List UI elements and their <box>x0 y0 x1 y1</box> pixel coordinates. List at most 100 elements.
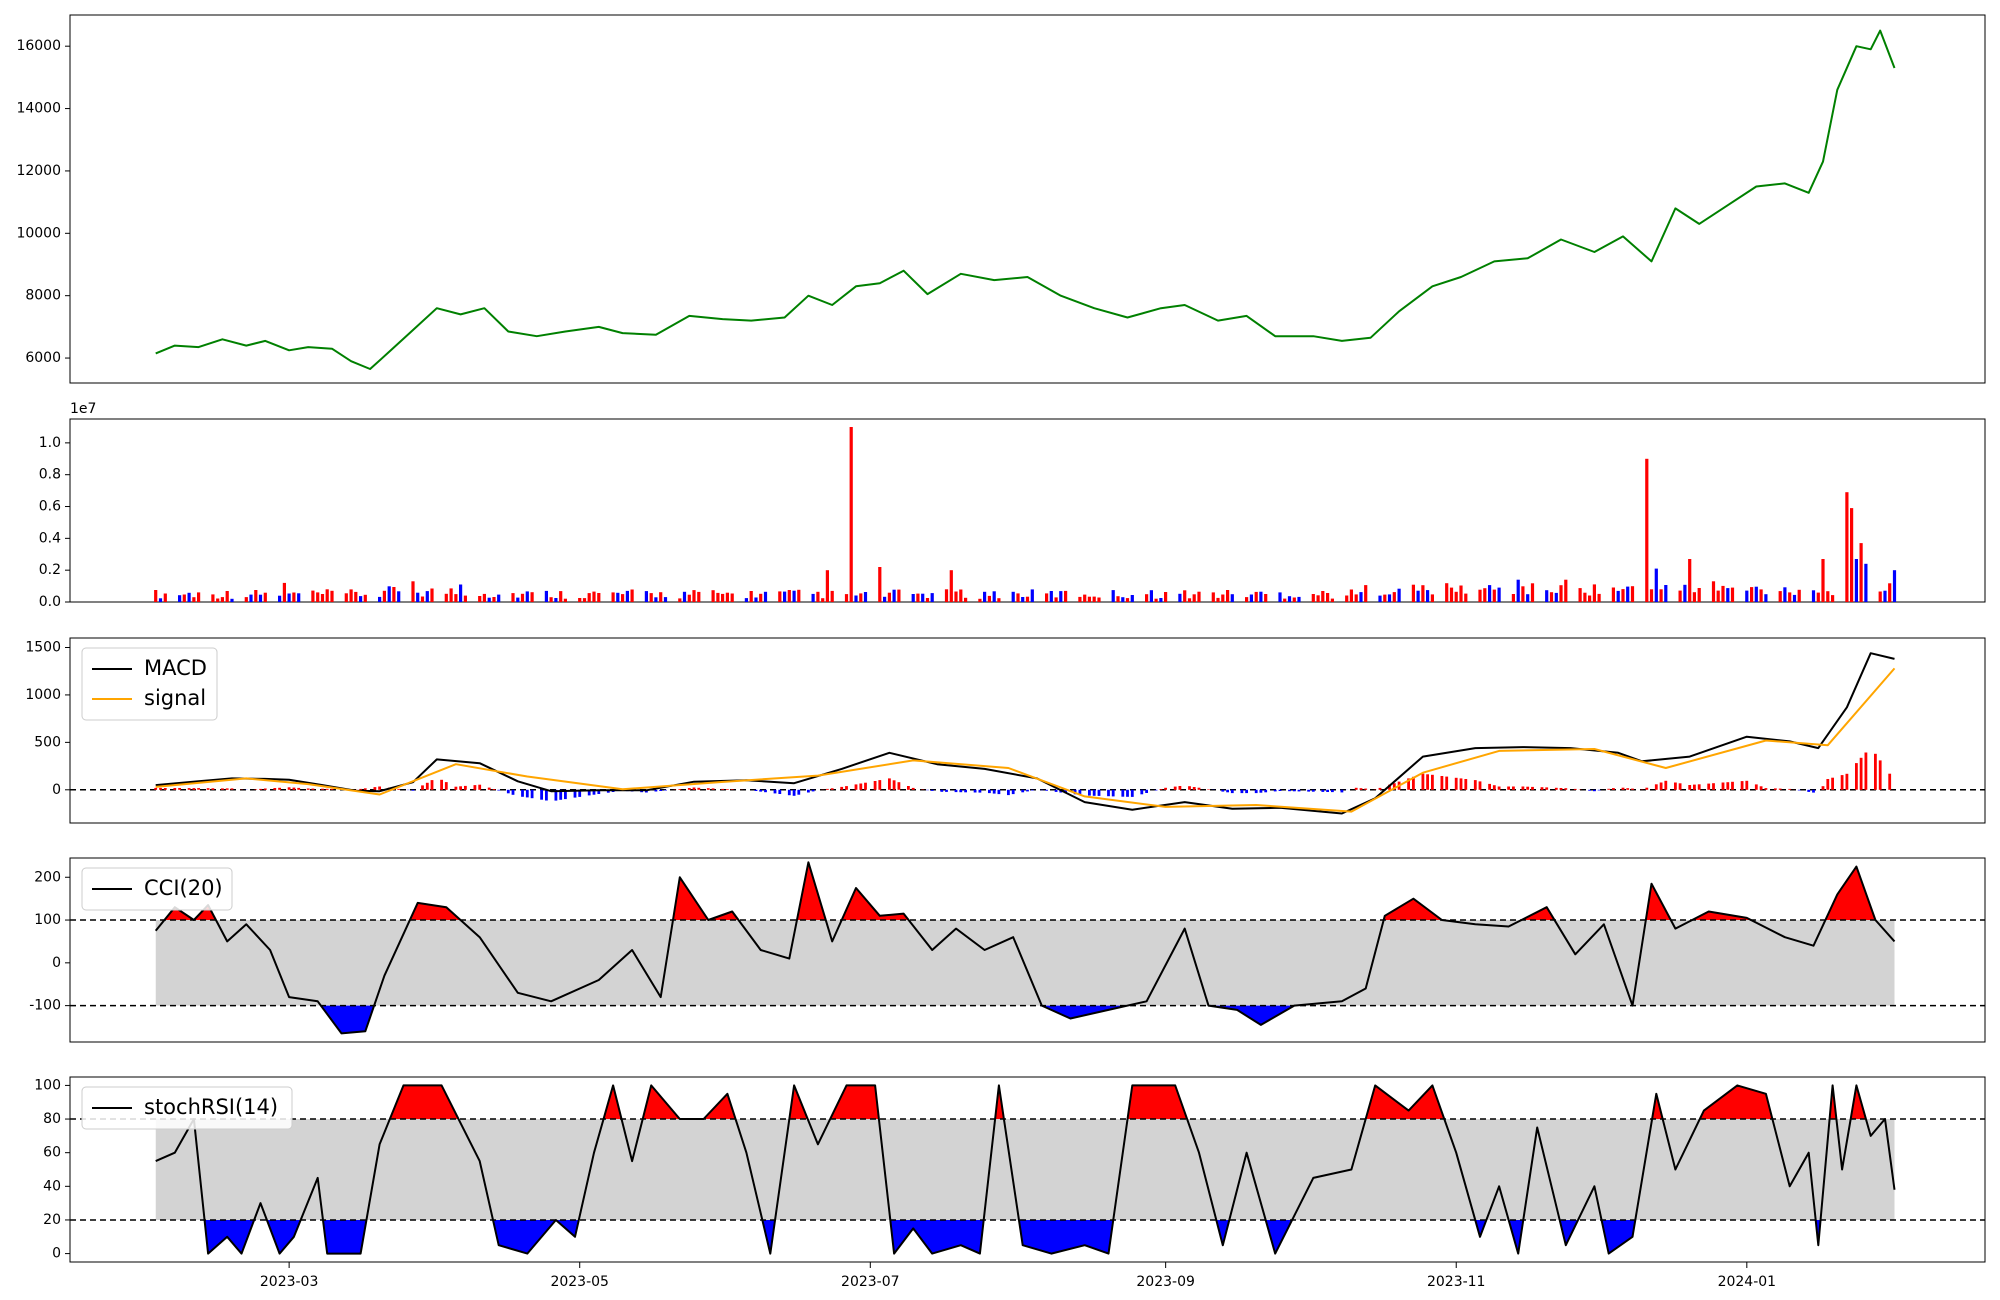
macd-histogram-bar <box>1588 789 1591 791</box>
macd-histogram-bar <box>1107 789 1110 797</box>
volume-bar <box>1521 586 1525 602</box>
y-tick-label: 1000 <box>25 687 61 703</box>
volume-bar <box>397 591 401 602</box>
volume-bar <box>282 582 286 602</box>
volume-bar <box>1221 594 1225 602</box>
y-tick-label: 0 <box>52 782 61 798</box>
overbought-fill <box>1850 1085 1866 1119</box>
volume-bar <box>444 593 448 602</box>
volume-bar <box>216 598 220 602</box>
macd-histogram-bar <box>425 782 429 790</box>
macd-histogram-bar <box>154 787 158 790</box>
macd-histogram-bar <box>1273 789 1277 792</box>
y-tick-label: 100 <box>34 912 61 928</box>
macd-histogram-bar <box>1007 789 1010 796</box>
volume-bar <box>916 593 920 602</box>
macd-histogram-bar <box>1540 787 1544 790</box>
volume-bar <box>911 594 915 602</box>
macd-histogram-bar <box>807 789 810 793</box>
volume-bar <box>1197 591 1201 602</box>
macd-histogram-bar <box>497 789 501 791</box>
volume-bar <box>1659 589 1663 602</box>
macd-histogram-bar <box>854 784 858 790</box>
volume-bar <box>1888 583 1892 602</box>
legend-box <box>81 867 233 911</box>
volume-bar <box>463 595 467 602</box>
plot-frame <box>69 14 1986 384</box>
macd-histogram-bar <box>1745 780 1749 790</box>
x-tick-label: 2023-03 <box>260 1274 319 1290</box>
macd-histogram-bar <box>1292 789 1296 792</box>
macd-histogram-bar <box>564 789 567 800</box>
price-line <box>155 29 1896 370</box>
volume-bar <box>1788 592 1792 602</box>
volume-bar <box>1249 594 1253 602</box>
volume-bar <box>1492 589 1496 602</box>
volume-bar <box>1178 593 1182 602</box>
macd-histogram-bar <box>1454 777 1458 790</box>
macd-histogram-bar <box>1354 787 1358 790</box>
macd-histogram-bar <box>945 789 948 792</box>
overbought-fill <box>1383 898 1442 920</box>
overbought-fill <box>1692 911 1752 920</box>
macd-histogram-bar <box>773 789 777 794</box>
volume-bar <box>1626 586 1630 602</box>
macd-histogram-bar <box>1011 789 1015 795</box>
macd-histogram-bar <box>440 779 443 790</box>
volume-bar <box>797 589 801 602</box>
y-tick-label: 6000 <box>25 350 61 366</box>
macd-histogram-bar <box>930 789 934 791</box>
macd-histogram-bar <box>1559 788 1563 790</box>
oversold-fill <box>1265 1220 1293 1254</box>
volume-bar <box>1349 589 1353 602</box>
volume-bar <box>692 590 696 602</box>
volume-bar <box>158 598 163 602</box>
macd-histogram-bar <box>1121 789 1125 797</box>
macd-histogram-bar <box>1492 785 1496 790</box>
macd-histogram-bar <box>1297 789 1301 792</box>
volume-bar <box>1216 597 1220 602</box>
volume-bar <box>359 596 363 602</box>
volume-bar <box>1649 589 1654 602</box>
macd-histogram-bar <box>1855 763 1858 790</box>
plot-frame <box>69 857 1986 1043</box>
macd-histogram-bar <box>754 789 758 791</box>
macd-histogram-bar <box>1230 789 1234 794</box>
volume-bar <box>716 592 720 602</box>
volume-bar <box>697 591 701 602</box>
volume-bar <box>1025 596 1030 602</box>
legend-box <box>81 647 218 721</box>
volume-bar <box>925 598 930 602</box>
volume-bar <box>787 590 791 602</box>
macd-histogram-bar <box>1045 789 1048 791</box>
volume-bar <box>382 590 386 602</box>
overbought-fill <box>796 862 826 920</box>
volume-bar <box>1187 598 1192 602</box>
macd-histogram-bar <box>1807 789 1811 792</box>
volume-bar <box>711 590 715 602</box>
macd-histogram-bar <box>1797 789 1801 791</box>
volume-bar <box>263 592 267 602</box>
volume-bar <box>783 591 787 602</box>
legend-label: CCI(20) <box>144 876 223 900</box>
volume-bar <box>1454 591 1458 602</box>
volume-bar <box>959 589 963 602</box>
volume-bar <box>1083 594 1087 602</box>
volume-bar <box>744 598 748 602</box>
volume-bar <box>1516 579 1520 602</box>
macd-histogram-bar <box>1488 783 1491 790</box>
volume-bar <box>316 592 320 602</box>
volume-bar <box>687 594 691 602</box>
volume-bar <box>1611 587 1615 602</box>
macd-histogram-bar <box>1645 787 1649 790</box>
y-tick-label: 8000 <box>25 288 61 304</box>
macd-histogram-bar <box>1764 788 1768 790</box>
volume-bar <box>497 594 501 602</box>
volume-bar <box>1226 590 1230 602</box>
overbought-fill <box>841 888 909 920</box>
volume-bar <box>1449 587 1454 602</box>
macd-histogram-bar <box>1607 788 1611 790</box>
macd-histogram-bar <box>1412 776 1415 790</box>
volume-bar <box>816 591 820 602</box>
